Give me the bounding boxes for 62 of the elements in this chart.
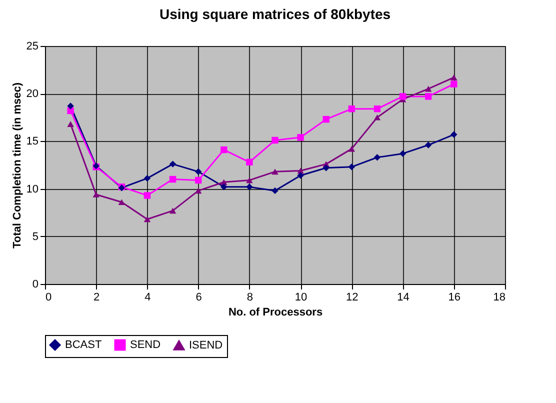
- point: [399, 150, 406, 157]
- point: [450, 131, 458, 138]
- point: [399, 93, 406, 100]
- point: [246, 158, 253, 166]
- x-tick-label: 18: [493, 292, 506, 304]
- point: [450, 80, 458, 88]
- point: [144, 192, 151, 199]
- point: [348, 164, 356, 170]
- point: [169, 160, 176, 168]
- legend-label: ISEND: [189, 339, 223, 352]
- point: [67, 102, 74, 110]
- point: [424, 86, 432, 92]
- legend-label: BCAST: [65, 339, 102, 351]
- x-tick-label: 2: [94, 292, 100, 304]
- point: [220, 184, 228, 190]
- x-tick-label: 4: [144, 292, 151, 304]
- point: [144, 174, 151, 182]
- x-tick-label: 10: [294, 292, 308, 304]
- y-tick-label: 5: [32, 230, 38, 243]
- x-tick-label: 14: [397, 292, 410, 304]
- point: [322, 164, 330, 172]
- point: [322, 116, 330, 123]
- x-tick-label: 0: [46, 292, 52, 304]
- point: [92, 192, 100, 198]
- y-tick-label: 25: [26, 40, 38, 52]
- point: [169, 208, 176, 214]
- point: [272, 136, 278, 144]
- point: [272, 187, 278, 194]
- point: [144, 216, 151, 222]
- y-axis-title: Total Completion time (in msec): [11, 82, 24, 249]
- point: [169, 176, 176, 183]
- point: [374, 154, 381, 161]
- x-axis-title: No. of Processors: [228, 306, 323, 318]
- point: [194, 176, 202, 184]
- x-tick-label: 8: [246, 292, 254, 304]
- point: [348, 146, 356, 152]
- point: [424, 142, 432, 148]
- point: [194, 168, 202, 176]
- y-tick-label: 15: [26, 136, 38, 148]
- point: [374, 105, 381, 112]
- point: [67, 121, 74, 127]
- point: [450, 74, 458, 80]
- point: [118, 199, 126, 206]
- point: [246, 184, 253, 190]
- x-tick-label: 16: [448, 292, 461, 304]
- x-tick-label: 6: [196, 292, 202, 304]
- point: [246, 177, 253, 184]
- point: [220, 146, 228, 154]
- point: [297, 134, 304, 141]
- x-tick-label: 12: [346, 292, 358, 304]
- point: [272, 168, 278, 175]
- point: [194, 188, 202, 194]
- point: [297, 172, 304, 179]
- y-tick-label: 10: [26, 183, 38, 196]
- chart-title: Using square matrices of 80kbytes: [159, 6, 391, 22]
- y-tick-label: 0: [32, 278, 38, 290]
- point: [67, 107, 74, 114]
- point: [348, 105, 356, 112]
- point: [374, 114, 381, 120]
- legend-label: SEND: [130, 339, 161, 351]
- point: [424, 93, 432, 100]
- y-tick-label: 20: [26, 88, 38, 100]
